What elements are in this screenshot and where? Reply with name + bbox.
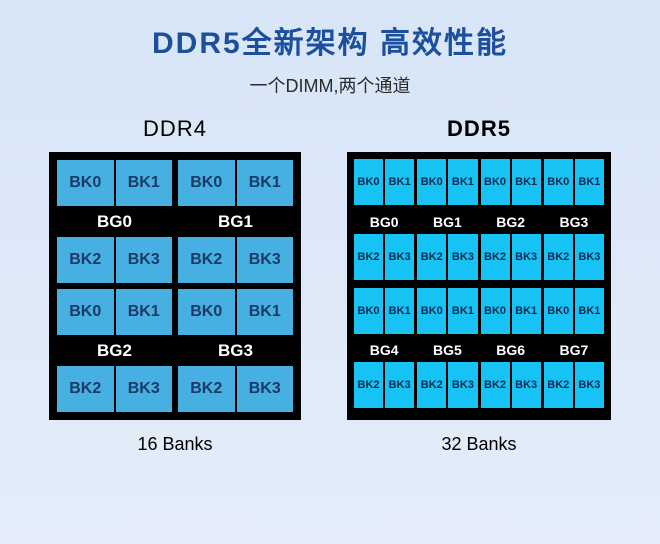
ddr4-bank: BK2: [178, 366, 235, 412]
ddr4-bank: BK1: [116, 160, 173, 206]
ddr4-bankgroup: BK0BK1 BG1BK2BK3: [178, 160, 293, 283]
ddr5-bankgroup: BK0BK1 BG7BK2BK3: [544, 288, 604, 414]
ddr4-bank: BK3: [116, 237, 173, 283]
ddr5-bank: BK2: [481, 234, 510, 280]
ddr5-bank: BK1: [385, 288, 414, 334]
ddr5-bank: BK1: [448, 159, 477, 205]
ddr4-column: DDR4 BK0BK1BG0BK2BK3BK0BK1BG1BK2BK3BK0BK…: [49, 116, 301, 455]
ddr5-bankgroup: BK0BK1 BG5BK2BK3: [417, 288, 477, 414]
ddr4-bank: BK0: [178, 289, 235, 335]
ddr5-bg-label: BG4: [354, 340, 414, 360]
ddr5-label: DDR5: [447, 116, 511, 142]
ddr5-bankgroup: BK0BK1 BG3BK2BK3: [544, 159, 604, 285]
ddr4-bg-label: BG3: [178, 338, 293, 364]
ddr5-bank: BK3: [385, 362, 414, 408]
ddr5-bank: BK1: [512, 288, 541, 334]
ddr5-bank: BK3: [575, 362, 604, 408]
ddr5-bg-label: BG6: [481, 340, 541, 360]
ddr5-bank: BK3: [512, 362, 541, 408]
ddr4-bank: BK2: [57, 366, 114, 412]
ddr5-bank: BK1: [512, 159, 541, 205]
ddr5-bg-label: BG7: [544, 340, 604, 360]
ddr5-bankgroup: BK0BK1 BG1BK2BK3: [417, 159, 477, 285]
ddr4-bank: BK3: [237, 366, 294, 412]
ddr4-bg-label: BG1: [178, 209, 293, 235]
ddr5-bank: BK1: [448, 288, 477, 334]
ddr4-bank: BK3: [237, 237, 294, 283]
ddr4-bank: BK0: [57, 160, 114, 206]
ddr5-bank: BK1: [575, 288, 604, 334]
ddr4-bg-label: BG0: [57, 209, 172, 235]
ddr5-bankgroup: BK0BK1 BG4BK2BK3: [354, 288, 414, 414]
ddr4-bank: BK2: [57, 237, 114, 283]
ddr4-bank: BK1: [116, 289, 173, 335]
ddr5-bankgroup: BK0BK1 BG2BK2BK3: [481, 159, 541, 285]
ddr4-label: DDR4: [143, 116, 207, 142]
columns: DDR4 BK0BK1BG0BK2BK3BK0BK1BG1BK2BK3BK0BK…: [0, 116, 660, 455]
ddr5-bank: BK1: [575, 159, 604, 205]
ddr5-bank: BK2: [417, 234, 446, 280]
ddr5-column: DDR5 BK0BK1BG0BK2BK3BK0BK1BG1BK2BK3BK0BK…: [347, 116, 611, 455]
ddr5-bank: BK3: [448, 362, 477, 408]
ddr5-bank: BK0: [354, 159, 383, 205]
ddr5-bank: BK0: [481, 288, 510, 334]
ddr5-banks-count: 32 Banks: [441, 434, 516, 455]
ddr5-bank: BK3: [385, 234, 414, 280]
ddr5-bank: BK0: [544, 159, 573, 205]
ddr4-bank: BK2: [178, 237, 235, 283]
ddr5-chip: BK0BK1BG0BK2BK3BK0BK1BG1BK2BK3BK0BK1BG2B…: [347, 152, 611, 420]
ddr5-bank: BK0: [417, 288, 446, 334]
ddr4-banks-count: 16 Banks: [137, 434, 212, 455]
ddr5-bg-label: BG3: [544, 212, 604, 232]
ddr5-bg-label: BG1: [417, 212, 477, 232]
ddr5-bankgroup: BK0BK1 BG6BK2BK3: [481, 288, 541, 414]
ddr4-bg-label: BG2: [57, 338, 172, 364]
ddr5-bg-label: BG2: [481, 212, 541, 232]
ddr5-bank: BK0: [354, 288, 383, 334]
ddr4-bank: BK1: [237, 289, 294, 335]
ddr4-bank: BK1: [237, 160, 294, 206]
ddr4-bankgroup: BK0BK1 BG2BK2BK3: [57, 289, 172, 412]
ddr5-bank: BK2: [481, 362, 510, 408]
ddr4-bank: BK3: [116, 366, 173, 412]
ddr5-bank: BK3: [575, 234, 604, 280]
ddr5-bank: BK2: [354, 362, 383, 408]
ddr4-bankgroup: BK0BK1 BG3BK2BK3: [178, 289, 293, 412]
ddr5-bank: BK2: [417, 362, 446, 408]
ddr5-bank: BK0: [544, 288, 573, 334]
ddr5-bank: BK3: [512, 234, 541, 280]
ddr5-bank: BK0: [417, 159, 446, 205]
ddr5-bank: BK2: [354, 234, 383, 280]
main-title: DDR5全新架构 高效性能: [0, 18, 660, 62]
ddr5-bank: BK0: [481, 159, 510, 205]
ddr5-bankgroup: BK0BK1 BG0BK2BK3: [354, 159, 414, 285]
subtitle: 一个DIMM,两个通道: [0, 72, 660, 98]
ddr5-bank: BK2: [544, 234, 573, 280]
ddr5-bank: BK3: [448, 234, 477, 280]
ddr4-bankgroup: BK0BK1 BG0BK2BK3: [57, 160, 172, 283]
ddr5-bank: BK1: [385, 159, 414, 205]
ddr5-bank: BK2: [544, 362, 573, 408]
ddr5-bg-label: BG0: [354, 212, 414, 232]
ddr4-bank: BK0: [178, 160, 235, 206]
ddr4-chip: BK0BK1BG0BK2BK3BK0BK1BG1BK2BK3BK0BK1BG2B…: [49, 152, 301, 420]
ddr5-bg-label: BG5: [417, 340, 477, 360]
ddr4-bank: BK0: [57, 289, 114, 335]
